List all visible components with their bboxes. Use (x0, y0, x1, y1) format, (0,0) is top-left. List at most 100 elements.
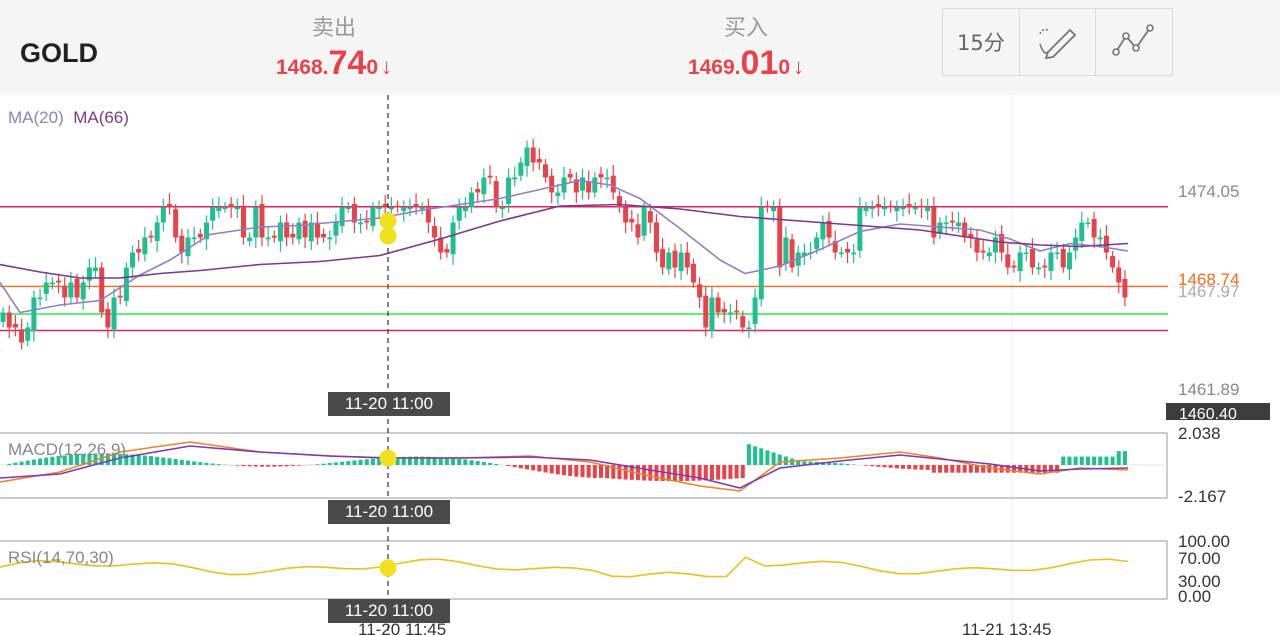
macd-histogram-bar (247, 465, 252, 467)
candle-body (253, 207, 259, 238)
candle-body (814, 237, 820, 249)
macd-histogram-bar (901, 465, 906, 469)
macd-histogram-bar (173, 459, 178, 465)
macd-histogram-bar (284, 465, 289, 467)
sell-label: 卖出 (311, 16, 356, 41)
candle-body (579, 177, 585, 191)
candle-body (968, 233, 974, 238)
sell-price: 1468.740 ↓ (275, 44, 393, 82)
candle-body (635, 224, 641, 238)
macd-histogram-bar (679, 465, 684, 482)
macd-histogram-bar (1042, 465, 1047, 473)
macd-histogram-bar (401, 456, 406, 465)
candle-body (419, 207, 425, 210)
indicator-button[interactable] (1096, 9, 1172, 75)
macd-histogram-bar (1110, 456, 1115, 465)
candle-body (900, 207, 906, 209)
macd-histogram-bar (7, 463, 12, 465)
buy-quote[interactable]: 买入 1469.010 ↓ (646, 10, 846, 83)
candle-body (1054, 252, 1060, 254)
candle-body (469, 192, 475, 208)
candle-body (999, 233, 1005, 253)
candle-body (888, 205, 894, 208)
candle-body (105, 308, 111, 328)
candle-body (160, 207, 166, 223)
rsi-tick-30: 30.00 (1178, 572, 1221, 591)
macd-histogram-bar (525, 465, 530, 470)
macd-histogram-bar (75, 454, 80, 465)
macd-histogram-bar (654, 465, 659, 481)
candle-body (327, 237, 333, 240)
candle-body (943, 222, 949, 225)
macd-histogram-bar (968, 465, 973, 473)
macd-histogram-bar (99, 453, 104, 465)
macd-histogram-bar (759, 448, 764, 465)
candle-body (1091, 218, 1097, 238)
candle-body (351, 203, 357, 223)
candle-body (906, 203, 912, 208)
macd-histogram-bar (420, 456, 425, 465)
candle-body (672, 250, 678, 268)
sell-quote[interactable]: 卖出 1468.740 ↓ (234, 10, 434, 83)
candle-body (68, 282, 74, 298)
macd-histogram-bar (568, 465, 573, 476)
candle-body (382, 203, 388, 208)
macd-histogram-bar (802, 461, 807, 465)
candle-body (925, 207, 931, 212)
candle-body (832, 241, 838, 253)
rsi-tick-100: 100.00 (1178, 532, 1230, 551)
candle-body (894, 207, 900, 212)
candle-body (986, 252, 992, 257)
candle-body (179, 235, 185, 253)
macd-histogram-bar (531, 465, 536, 471)
candle-body (1122, 278, 1128, 298)
candle-body (130, 252, 136, 268)
candle-body (111, 297, 117, 330)
pencil-icon (1038, 28, 1076, 60)
candle-body (290, 233, 296, 238)
macd-histogram-bar (931, 465, 936, 473)
ma66-label: MA(66) (73, 108, 129, 127)
macd-histogram-bar (1048, 465, 1053, 473)
macd-histogram-bar (734, 465, 739, 479)
macd-histogram-bar (981, 465, 986, 473)
macd-histogram-bar (987, 465, 992, 473)
candle-body (12, 323, 18, 328)
macd-histogram-bar (457, 458, 462, 465)
candle-body (99, 267, 105, 313)
macd-histogram-bar (882, 465, 887, 468)
candle-body (783, 237, 789, 264)
macd-histogram-bar (623, 465, 628, 480)
candle-body (758, 207, 764, 300)
ma20-line (0, 179, 1129, 314)
macd-histogram-bar (512, 465, 517, 468)
macd-histogram-bar (796, 460, 801, 465)
candle-body (604, 177, 610, 180)
candle-body (364, 220, 370, 223)
interval-button[interactable]: 15分 (943, 9, 1020, 75)
draw-button[interactable] (1020, 9, 1097, 75)
candle-body (240, 205, 246, 238)
macd-histogram-bar (266, 465, 271, 467)
candle-body (117, 295, 123, 298)
macd-histogram-bar (68, 454, 73, 465)
candle-body (697, 284, 703, 298)
macd-histogram-bar (25, 460, 30, 465)
macd-histogram-bar (186, 460, 190, 465)
macd-histogram-bar (888, 465, 893, 468)
macd-histogram-bar (118, 453, 123, 465)
macd-histogram-bar (1073, 456, 1078, 465)
macd-histogram-bar (364, 459, 369, 465)
candle-body (321, 233, 327, 238)
macd-histogram-bar (451, 458, 456, 465)
macd-histogram-bar (864, 465, 869, 466)
macd-histogram-bar (426, 456, 431, 465)
candle-body (777, 207, 783, 268)
macd-histogram-bar (938, 465, 942, 473)
candle-body (370, 207, 376, 227)
macd-histogram-bar (192, 461, 197, 465)
macd-histogram-bar (697, 465, 702, 481)
candle-body (647, 211, 653, 223)
candle-body (308, 222, 314, 242)
